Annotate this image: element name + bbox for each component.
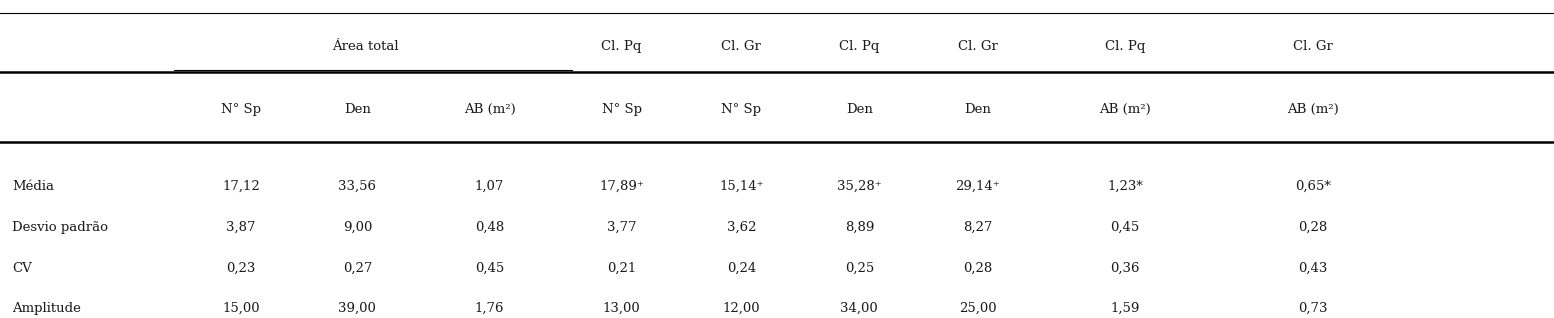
Text: AB (m²): AB (m²) [1099, 103, 1152, 116]
Text: 29,14⁺: 29,14⁺ [956, 180, 999, 192]
Text: 34,00: 34,00 [841, 302, 878, 315]
Text: 35,28⁺: 35,28⁺ [838, 180, 881, 192]
Text: 0,73: 0,73 [1299, 302, 1327, 315]
Text: Cl. Pq: Cl. Pq [601, 40, 642, 52]
Text: Cl. Gr: Cl. Gr [957, 40, 998, 52]
Text: 1,76: 1,76 [476, 302, 503, 315]
Text: AB (m²): AB (m²) [1287, 103, 1340, 116]
Text: 3,62: 3,62 [727, 221, 755, 234]
Text: Amplitude: Amplitude [12, 302, 81, 315]
Text: 0,48: 0,48 [476, 221, 503, 234]
Text: 15,00: 15,00 [222, 302, 260, 315]
Text: Den: Den [845, 103, 873, 116]
Text: 0,25: 0,25 [845, 262, 873, 275]
Text: N° Sp: N° Sp [601, 103, 642, 116]
Text: CV: CV [12, 262, 33, 275]
Text: 0,24: 0,24 [727, 262, 755, 275]
Text: 0,36: 0,36 [1111, 262, 1139, 275]
Text: 0,27: 0,27 [343, 262, 371, 275]
Text: 0,45: 0,45 [1111, 221, 1139, 234]
Text: 0,65*: 0,65* [1294, 180, 1332, 192]
Text: 0,45: 0,45 [476, 262, 503, 275]
Text: Média: Média [12, 180, 54, 192]
Text: 39,00: 39,00 [339, 302, 376, 315]
Text: 3,87: 3,87 [227, 221, 255, 234]
Text: N° Sp: N° Sp [721, 103, 761, 116]
Text: 13,00: 13,00 [603, 302, 640, 315]
Text: Cl. Gr: Cl. Gr [1293, 40, 1333, 52]
Text: 1,59: 1,59 [1111, 302, 1139, 315]
Text: 12,00: 12,00 [723, 302, 760, 315]
Text: 17,12: 17,12 [222, 180, 260, 192]
Text: Cl. Pq: Cl. Pq [1105, 40, 1145, 52]
Text: 15,14⁺: 15,14⁺ [720, 180, 763, 192]
Text: Cl. Pq: Cl. Pq [839, 40, 880, 52]
Text: 0,28: 0,28 [963, 262, 991, 275]
Text: Cl. Gr: Cl. Gr [721, 40, 761, 52]
Text: 25,00: 25,00 [959, 302, 996, 315]
Text: 17,89⁺: 17,89⁺ [600, 180, 643, 192]
Text: N° Sp: N° Sp [221, 103, 261, 116]
Text: Desvio padrão: Desvio padrão [12, 221, 109, 234]
Text: 0,43: 0,43 [1299, 262, 1327, 275]
Text: 3,77: 3,77 [606, 221, 637, 234]
Text: 1,23*: 1,23* [1106, 180, 1144, 192]
Text: 0,28: 0,28 [1299, 221, 1327, 234]
Text: 1,07: 1,07 [476, 180, 503, 192]
Text: 8,89: 8,89 [845, 221, 873, 234]
Text: Den: Den [963, 103, 991, 116]
Text: AB (m²): AB (m²) [463, 103, 516, 116]
Text: Den: Den [343, 103, 371, 116]
Text: 0,23: 0,23 [227, 262, 255, 275]
Text: Área total: Área total [333, 40, 398, 52]
Text: 33,56: 33,56 [339, 180, 376, 192]
Text: 8,27: 8,27 [963, 221, 991, 234]
Text: 0,21: 0,21 [608, 262, 636, 275]
Text: 9,00: 9,00 [343, 221, 371, 234]
